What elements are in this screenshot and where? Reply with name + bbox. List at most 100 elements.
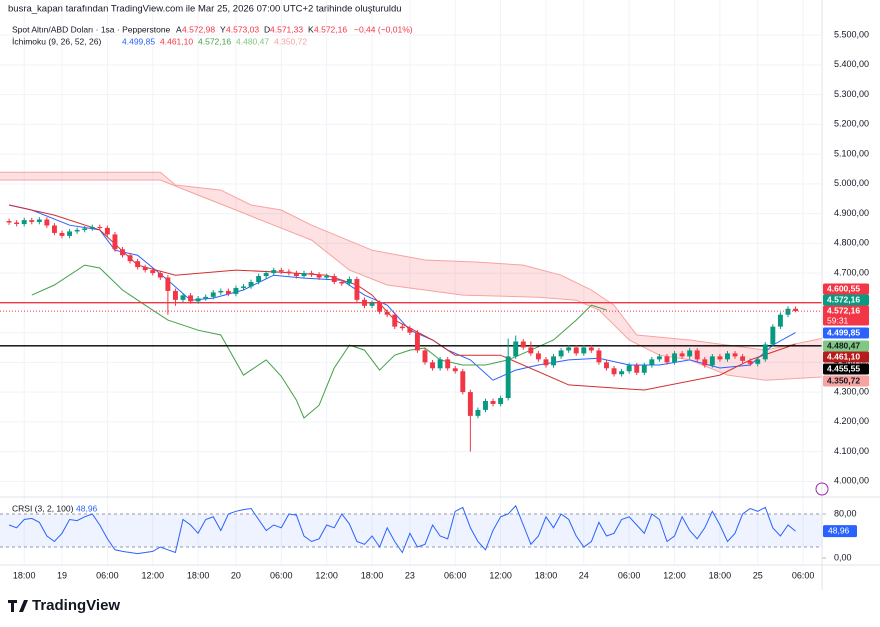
candle-body bbox=[36, 219, 42, 222]
price-label: 4.572,16 bbox=[827, 305, 860, 315]
candle-body bbox=[777, 314, 783, 327]
legend-key: D bbox=[264, 24, 270, 34]
crsi-line bbox=[8, 504, 796, 555]
candle-body bbox=[747, 360, 753, 364]
candle-body bbox=[120, 249, 125, 256]
candle-body bbox=[331, 276, 337, 283]
price-label-box bbox=[823, 305, 869, 326]
y-tick-label: 4.700,00 bbox=[834, 267, 869, 277]
legend-key: Y bbox=[220, 24, 226, 34]
candle-body bbox=[165, 277, 171, 291]
indicator-value: 4.461,10 bbox=[160, 36, 193, 46]
candle-body bbox=[573, 347, 579, 354]
candle-body bbox=[732, 353, 738, 357]
candle-body bbox=[346, 279, 352, 284]
candle-body bbox=[203, 296, 209, 299]
candle-body bbox=[82, 228, 88, 230]
pane-value: 48,96 bbox=[76, 503, 98, 513]
candle-body bbox=[528, 347, 534, 354]
candle-body bbox=[286, 271, 292, 274]
candle-body bbox=[520, 341, 526, 348]
candle-body bbox=[770, 326, 776, 345]
candle-body bbox=[581, 347, 587, 354]
candle-body bbox=[188, 295, 194, 302]
candle-body bbox=[626, 365, 632, 372]
price-label: 4.600,55 bbox=[827, 283, 860, 293]
candle-body bbox=[180, 295, 186, 300]
candle-body bbox=[362, 299, 367, 306]
candle-body bbox=[513, 341, 519, 357]
legend-key: K bbox=[308, 24, 314, 34]
x-tick-label: 25 bbox=[753, 570, 763, 580]
candle-body bbox=[316, 274, 322, 278]
legend-title: Spot Altın/ABD Doları · 1sa · Pepperston… bbox=[12, 24, 171, 34]
candle-body bbox=[656, 356, 662, 360]
candle-body bbox=[619, 371, 625, 375]
credit: busra_kapan tarafından TradingView.com i… bbox=[8, 4, 402, 15]
candle-body bbox=[596, 350, 602, 363]
candle-body bbox=[551, 356, 557, 366]
candle-body bbox=[112, 234, 118, 250]
candle-body bbox=[14, 222, 20, 224]
candle-body bbox=[793, 308, 798, 312]
legend-value: 4.571,33 bbox=[270, 24, 303, 34]
value-label-box bbox=[823, 525, 857, 538]
candle-body bbox=[157, 273, 163, 278]
candle-body bbox=[339, 282, 345, 284]
y-tick-label: 80,00 bbox=[834, 508, 857, 518]
candle-body bbox=[369, 302, 375, 306]
candle-body bbox=[437, 359, 443, 369]
candle-body bbox=[483, 400, 488, 410]
price-label-box bbox=[823, 294, 869, 306]
candle-body bbox=[672, 353, 677, 363]
candle-body bbox=[67, 231, 73, 236]
price-label-box bbox=[823, 327, 869, 339]
candle-body bbox=[377, 302, 383, 312]
candle-body bbox=[475, 409, 481, 416]
indicator-value: 4.499,85 bbox=[122, 36, 155, 46]
x-tick-label: 06:00 bbox=[270, 570, 293, 580]
candle-body bbox=[460, 371, 466, 393]
candle-body bbox=[293, 273, 299, 277]
logo-mark bbox=[8, 600, 28, 612]
x-tick-label: 18:00 bbox=[535, 570, 558, 580]
candle-body bbox=[354, 279, 360, 300]
price-label: 4.480,47 bbox=[827, 340, 860, 350]
price-label-box bbox=[823, 283, 869, 295]
x-tick-label: 24 bbox=[579, 570, 589, 580]
candle-body bbox=[498, 398, 504, 404]
x-tick-label: 12:00 bbox=[489, 570, 512, 580]
candle-body bbox=[414, 332, 420, 351]
price-label: 4.455,55 bbox=[827, 363, 860, 373]
value-label: 48,96 bbox=[828, 525, 850, 535]
y-tick-label: 5.400,00 bbox=[834, 59, 869, 69]
x-tick-label: 18:00 bbox=[361, 570, 384, 580]
candle-body bbox=[142, 267, 148, 271]
candle-body bbox=[445, 359, 451, 369]
candle-body bbox=[97, 226, 103, 228]
candle-body bbox=[301, 273, 307, 277]
candle-body bbox=[755, 359, 761, 364]
legend-change: −0,44 (−0,01%) bbox=[354, 24, 413, 34]
x-tick-label: 06:00 bbox=[444, 570, 467, 580]
price-label-box bbox=[823, 363, 869, 375]
candle-body bbox=[399, 326, 405, 329]
legend-value: 4.573,03 bbox=[226, 24, 259, 34]
x-tick-label: 18:00 bbox=[13, 570, 36, 580]
candle-body bbox=[611, 368, 617, 375]
price-label-box bbox=[823, 351, 869, 363]
x-tick-label: 06:00 bbox=[618, 570, 641, 580]
legend-value: 4.572,16 bbox=[314, 24, 347, 34]
x-tick-label: 18:00 bbox=[709, 570, 732, 580]
candle-body bbox=[89, 226, 95, 229]
candle-body bbox=[29, 220, 35, 222]
x-tick-label: 18:00 bbox=[187, 570, 210, 580]
candle-body bbox=[641, 365, 647, 373]
x-tick-label: 23 bbox=[405, 570, 415, 580]
icon[interactable] bbox=[815, 482, 829, 496]
candle-body bbox=[59, 232, 65, 236]
candle-body bbox=[694, 350, 700, 360]
candle-body bbox=[195, 298, 201, 302]
candle-body bbox=[762, 344, 768, 360]
